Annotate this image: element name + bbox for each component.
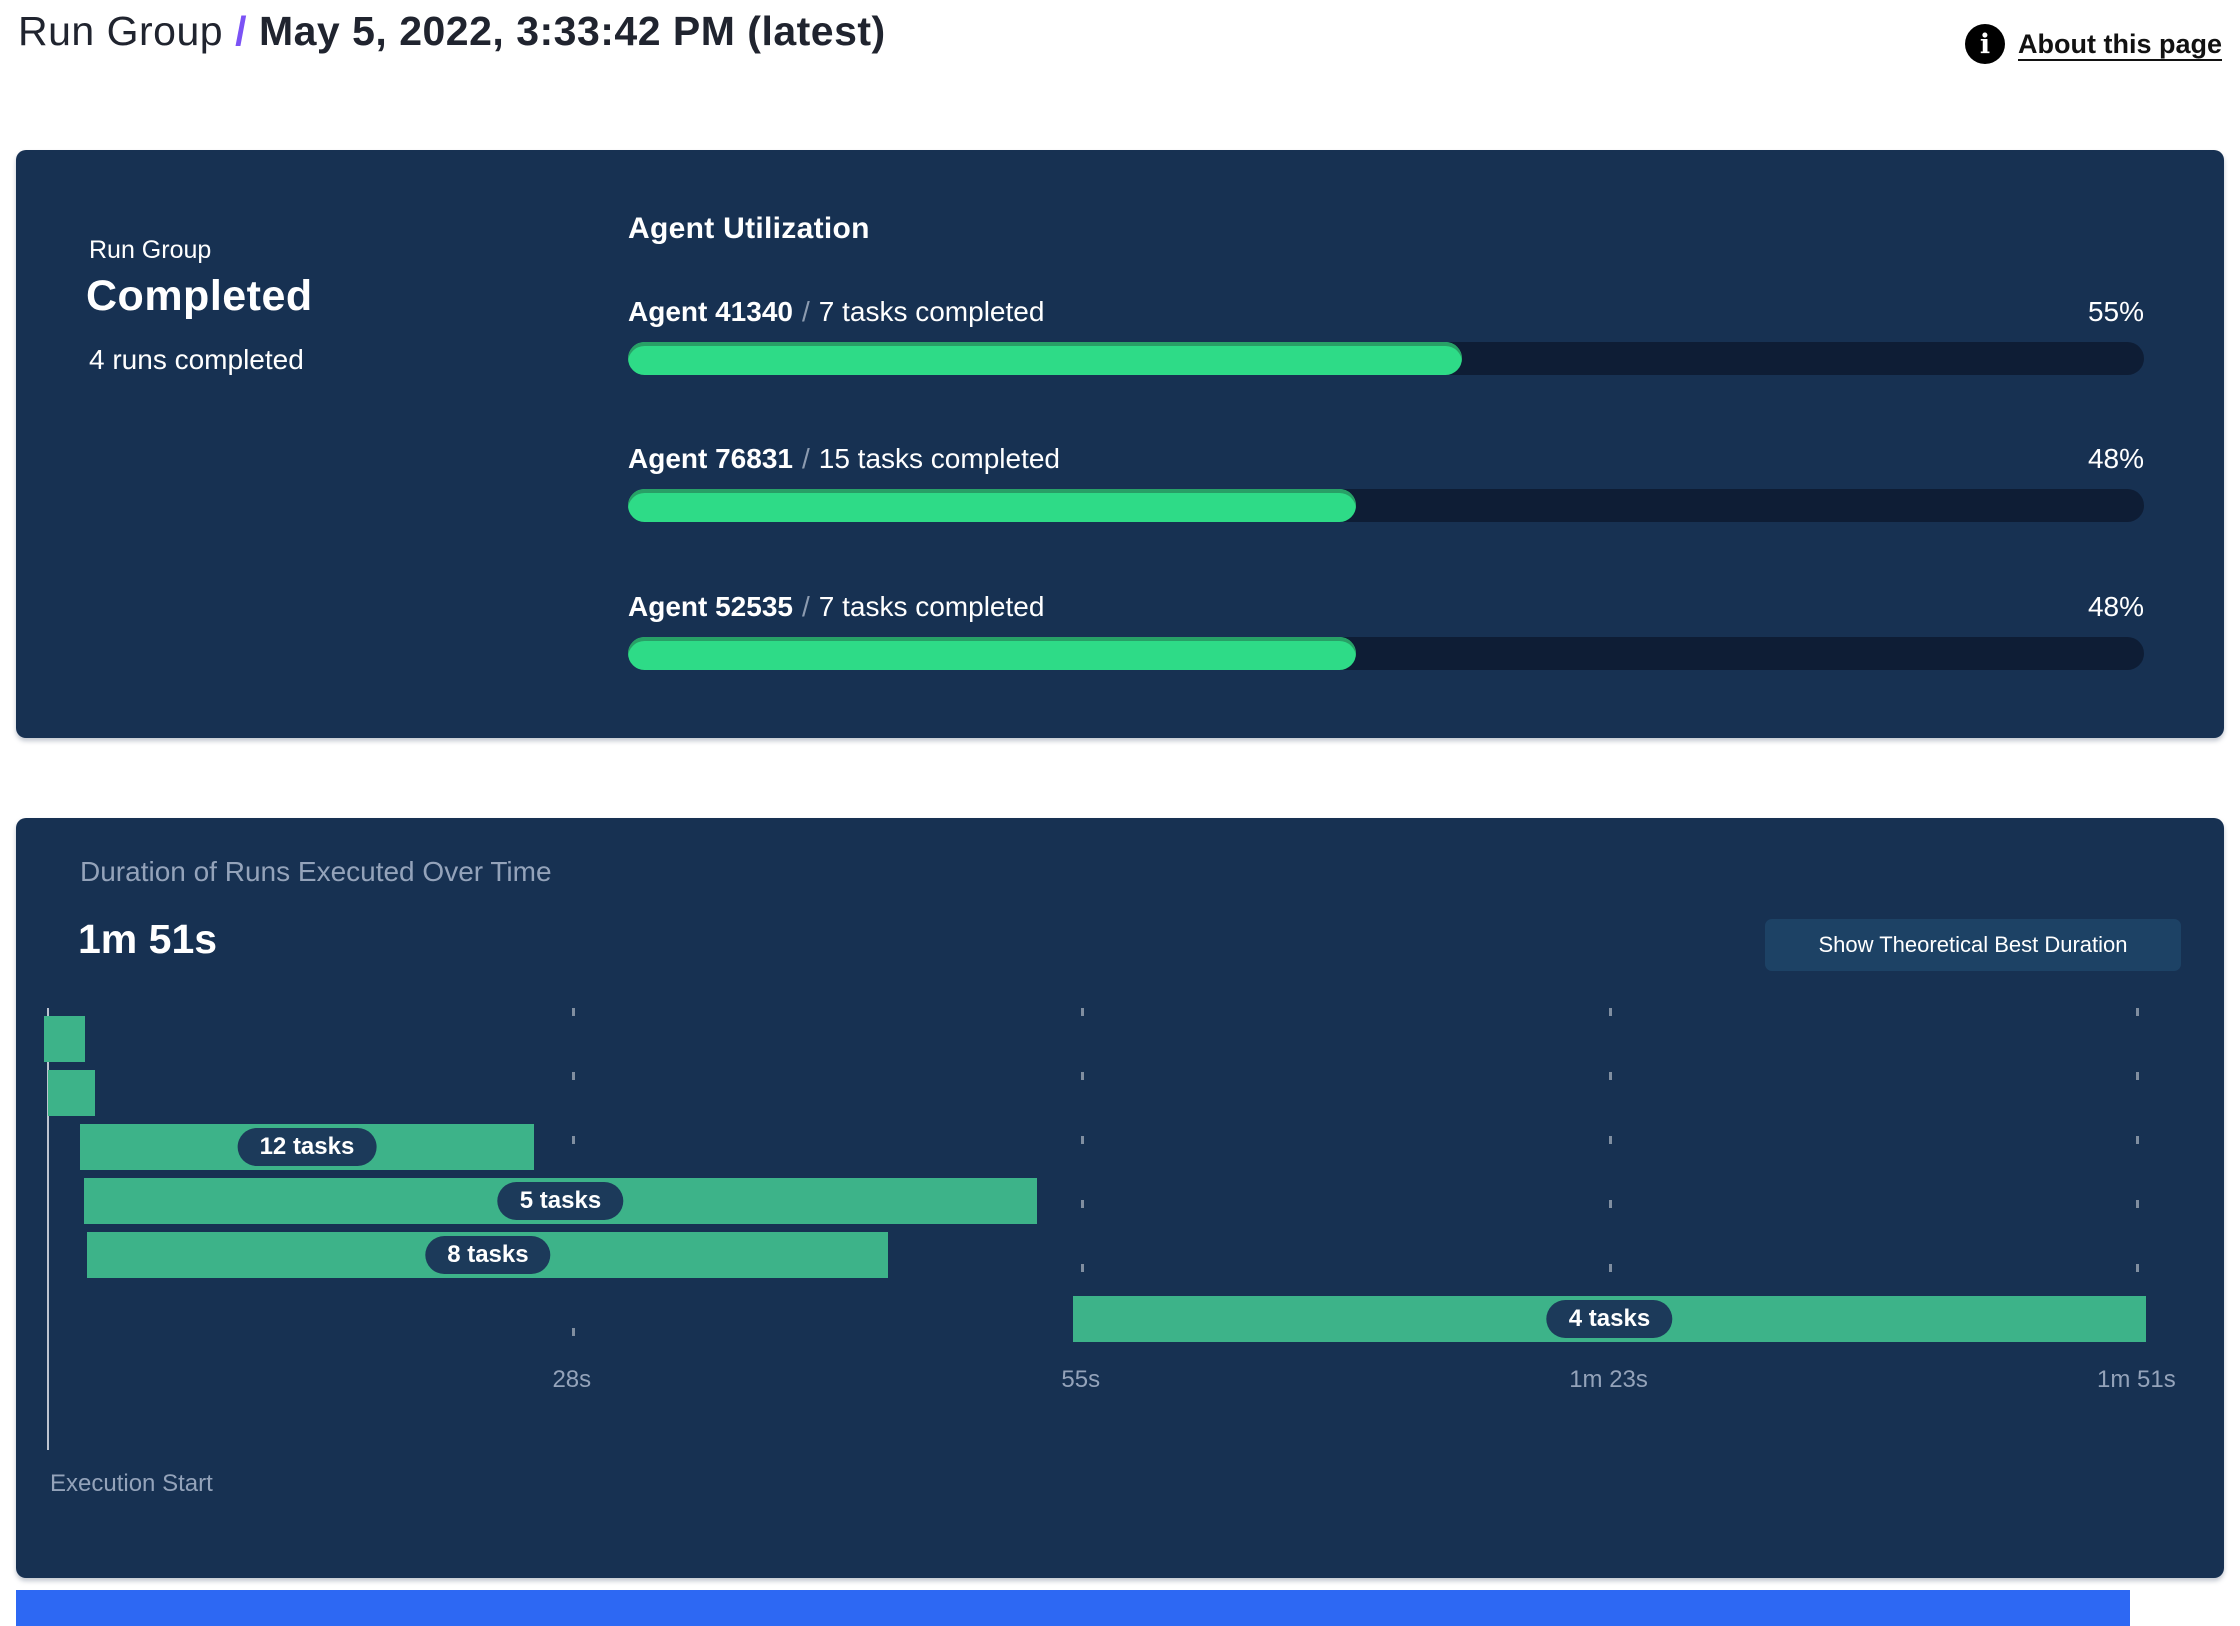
agent-row-label: Agent 52535 / 7 tasks completed 48% (628, 591, 2144, 623)
total-duration-value: 1m 51s (78, 916, 218, 962)
about-this-page[interactable]: i About this page (1965, 24, 2222, 64)
agent-progress-fill (628, 637, 1356, 670)
y-axis-line (47, 1008, 49, 1450)
time-tick-label: 1m 51s (2096, 1366, 2176, 1393)
run-timestamp-title: May 5, 2022, 3:33:42 PM (latest) (258, 8, 886, 54)
duration-chart-subtitle: Duration of Runs Executed Over Time (80, 856, 552, 887)
gantt-chart: 28s 55s 1m 23s 1m 51s 12 tasks 5 tasks 8 tasks… (16, 818, 2224, 1578)
time-gridline (2136, 1008, 2140, 1356)
agent-progress-track (628, 489, 2144, 522)
agent-progress-track (628, 342, 2144, 375)
gantt-bar-task-count: 8 tasks (425, 1236, 551, 1274)
agent-separator: / (801, 443, 810, 474)
agent-utilization-percent: 55% (2087, 296, 2144, 327)
time-tick-label: 1m 23s (1569, 1366, 1648, 1393)
gantt-bar-task-count: 4 tasks (1546, 1300, 1673, 1338)
breadcrumb-separator: / (235, 8, 247, 54)
agent-progress-fill (628, 489, 1356, 522)
agent-name: Agent 41340 (628, 296, 793, 327)
agent-separator: / (801, 296, 810, 327)
agent-utilization-percent: 48% (2087, 443, 2144, 474)
run-group-label: Run Group (89, 236, 212, 264)
gantt-bar-task-count: 12 tasks (237, 1128, 377, 1166)
agent-utilization-percent: 48% (2087, 591, 2144, 622)
run-group-summary-panel: Run Group Completed 4 runs completed Age… (16, 150, 2224, 738)
runs-completed-count: 4 runs completed (89, 344, 304, 375)
show-theoretical-best-duration-button[interactable]: Show Theoretical Best Duration (1765, 919, 2181, 971)
bottom-panel-edge (16, 1590, 2130, 1626)
agent-separator: / (801, 591, 810, 622)
duration-chart-panel: Duration of Runs Executed Over Time 1m 5… (16, 818, 2224, 1578)
agent-name: Agent 52535 (628, 591, 793, 622)
about-this-page-link[interactable]: About this page (2018, 28, 2222, 59)
breadcrumb-run-group: Run Group (18, 8, 224, 54)
gantt-bar-task-count: 5 tasks (497, 1182, 624, 1220)
agent-tasks-completed: 15 tasks completed (818, 443, 1060, 474)
agent-tasks-completed: 7 tasks completed (818, 591, 1045, 622)
gantt-bar[interactable] (44, 1016, 86, 1062)
gantt-bar[interactable]: 5 tasks (83, 1178, 1038, 1224)
agent-progress-track (628, 637, 2144, 670)
time-tick-label: 28s (552, 1366, 592, 1393)
gantt-bar[interactable] (47, 1070, 95, 1116)
time-gridline (1080, 1008, 1084, 1356)
agent-utilization-title: Agent Utilization (628, 212, 870, 245)
gantt-bar[interactable]: 4 tasks (1073, 1296, 2146, 1342)
agent-row-label: Agent 76831 / 15 tasks completed 48% (628, 443, 2144, 475)
time-gridline (1608, 1008, 1612, 1356)
agent-row-label: Agent 41340 / 7 tasks completed 55% (628, 296, 2144, 328)
info-icon: i (1965, 24, 2005, 64)
page-title: Run Group / May 5, 2022, 3:33:42 PM (lates… (18, 8, 886, 55)
execution-start-label: Execution Start (50, 1470, 213, 1497)
agent-progress-fill (628, 342, 1462, 375)
agent-tasks-completed: 7 tasks completed (818, 296, 1045, 327)
gantt-bar[interactable]: 12 tasks (79, 1124, 535, 1170)
gantt-bar[interactable]: 8 tasks (87, 1232, 889, 1278)
time-tick-label: 55s (1061, 1366, 1101, 1393)
agent-name: Agent 76831 (628, 443, 793, 474)
run-group-status: Completed (86, 272, 313, 320)
page-header: Run Group / May 5, 2022, 3:33:42 PM (lates… (18, 8, 2222, 64)
